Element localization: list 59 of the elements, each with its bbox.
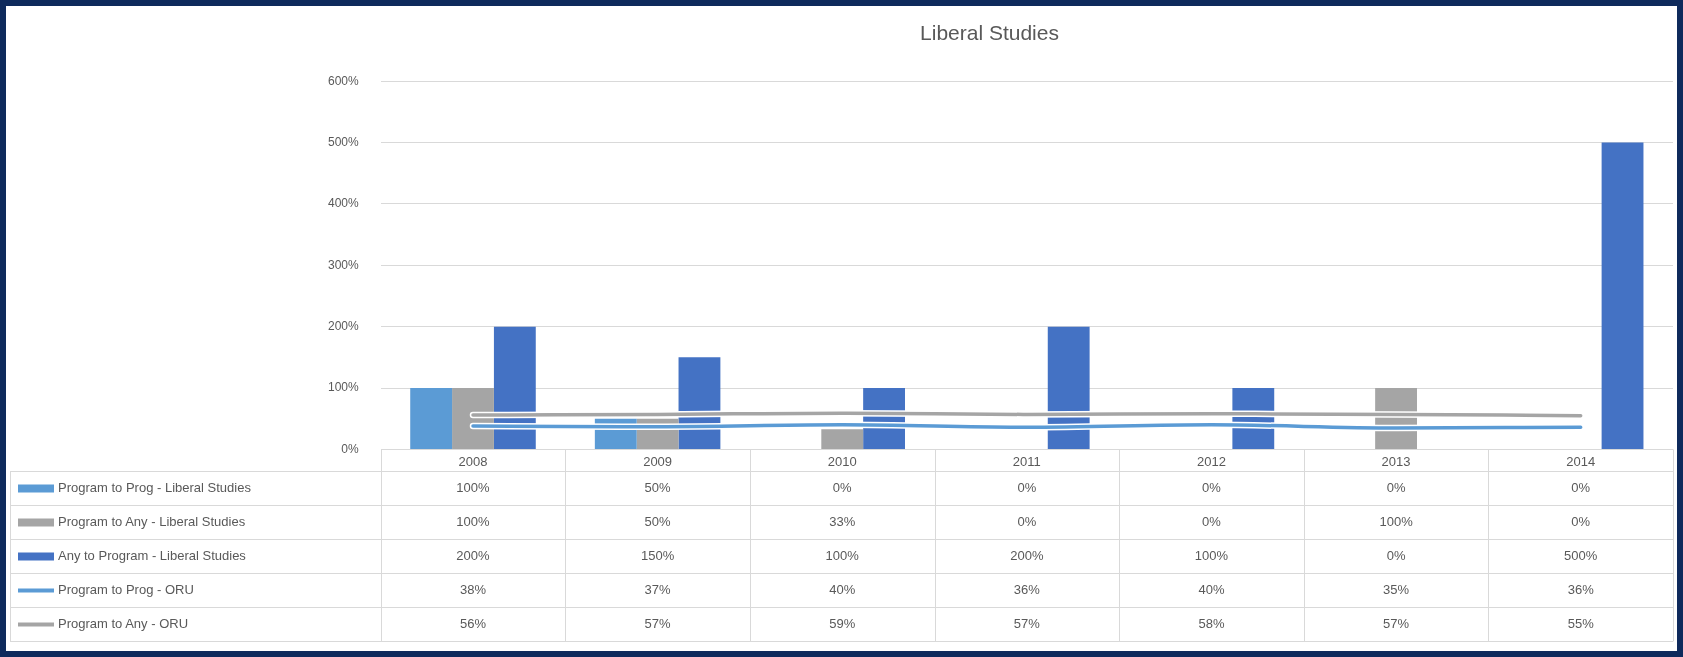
data-label: 0% bbox=[1386, 479, 1406, 495]
data-label: 0% bbox=[1571, 513, 1591, 529]
y-tick-label: 400% bbox=[327, 196, 360, 211]
legend-label: Program to Prog - Liberal Studies bbox=[58, 479, 252, 495]
data-label: 50% bbox=[644, 479, 672, 495]
chart-title: Liberal Studies bbox=[920, 21, 1059, 45]
bar bbox=[1601, 142, 1644, 449]
legend-label: Program to Any - Liberal Studies bbox=[58, 513, 246, 529]
y-tick-label: 100% bbox=[327, 380, 360, 395]
data-label: 0% bbox=[1017, 513, 1037, 529]
data-label: 57% bbox=[644, 615, 672, 631]
x-tick-label: 2013 bbox=[1381, 453, 1411, 469]
data-label: 500% bbox=[1564, 547, 1598, 563]
data-label: 100% bbox=[825, 547, 860, 563]
data-label: 100% bbox=[1379, 513, 1414, 529]
x-tick-label: 2010 bbox=[827, 453, 857, 469]
data-label: 36% bbox=[1567, 581, 1595, 597]
data-label: 100% bbox=[456, 513, 491, 529]
data-label: 57% bbox=[1013, 615, 1041, 631]
x-tick-label: 2008 bbox=[458, 453, 488, 469]
data-label: 58% bbox=[1198, 615, 1225, 631]
data-label: 0% bbox=[832, 479, 853, 495]
data-label: 0% bbox=[1571, 479, 1591, 495]
legend-label: Program to Any - ORU bbox=[58, 615, 189, 631]
data-label: 57% bbox=[1383, 615, 1410, 631]
y-tick-label: 600% bbox=[327, 73, 360, 88]
data-label: 40% bbox=[1198, 581, 1225, 597]
data-label: 150% bbox=[640, 547, 675, 563]
x-tick-label: 2011 bbox=[1012, 453, 1041, 469]
y-tick-label: 200% bbox=[327, 318, 360, 333]
x-tick-label: 2012 bbox=[1197, 453, 1226, 469]
y-tick-label: 0% bbox=[341, 441, 360, 456]
x-tick-label: 2014 bbox=[1566, 453, 1596, 469]
data-label: 50% bbox=[644, 513, 672, 529]
legend-label: Any to Program - Liberal Studies bbox=[58, 547, 247, 563]
data-label: 33% bbox=[829, 513, 856, 529]
data-label: 100% bbox=[456, 479, 491, 495]
data-label: 59% bbox=[829, 615, 856, 631]
bar bbox=[821, 429, 864, 449]
data-label: 100% bbox=[1194, 547, 1229, 563]
data-label: 37% bbox=[644, 581, 672, 597]
data-label: 0% bbox=[1202, 513, 1222, 529]
data-label: 200% bbox=[456, 547, 491, 563]
data-label: 40% bbox=[829, 581, 856, 597]
y-tick-label: 300% bbox=[327, 257, 360, 272]
data-label: 0% bbox=[1386, 547, 1406, 563]
data-label: 56% bbox=[459, 615, 487, 631]
bar bbox=[410, 388, 453, 449]
data-label: 0% bbox=[1202, 479, 1222, 495]
y-tick-label: 500% bbox=[327, 134, 360, 149]
data-label: 0% bbox=[1017, 479, 1037, 495]
data-label: 55% bbox=[1567, 615, 1595, 631]
bar bbox=[493, 326, 536, 449]
data-label: 35% bbox=[1383, 581, 1410, 597]
data-label: 38% bbox=[459, 581, 487, 597]
x-tick-label: 2009 bbox=[643, 453, 673, 469]
legend-label: Program to Prog - ORU bbox=[58, 581, 194, 597]
data-label: 200% bbox=[1010, 547, 1044, 563]
data-label: 36% bbox=[1013, 581, 1041, 597]
